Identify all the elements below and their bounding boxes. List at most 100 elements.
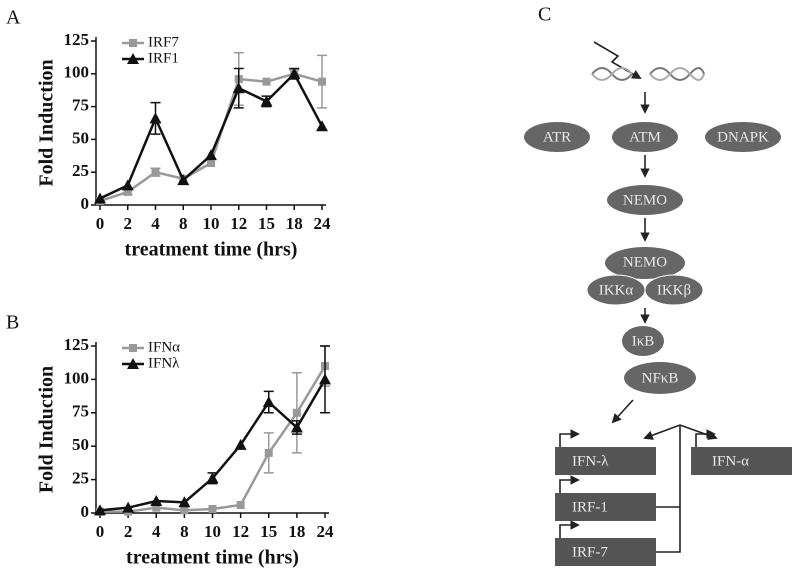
node-label: ATM (629, 129, 661, 145)
x-tick-label: 8 (179, 214, 188, 233)
y-tick-label: 25 (72, 469, 89, 488)
marker (152, 503, 161, 512)
node-label: IκB (632, 333, 655, 349)
x-tick-label: 18 (286, 214, 303, 233)
x-tick-label: 0 (96, 214, 105, 233)
marker (151, 168, 160, 177)
y-tick-label: 0 (81, 502, 90, 521)
marker (207, 159, 215, 168)
legend-label: IRF1 (148, 50, 179, 66)
y-tick-label: 75 (72, 96, 89, 115)
marker (123, 187, 132, 196)
diagram: C ATR ATM DNAPK NEMO NEMO IKKα IKKβ IκB … (524, 4, 792, 566)
x-tick-label: 4 (152, 522, 161, 541)
gene-label: IFN-λ (572, 453, 609, 469)
node (607, 185, 683, 215)
marker (264, 448, 273, 457)
promoter-arrow (559, 475, 580, 493)
node-label: IKKβ (657, 282, 691, 298)
marker (127, 53, 139, 64)
x-axis-label: treatment time (hrs) (125, 239, 298, 261)
node (605, 247, 685, 279)
legend-label: IRF7 (148, 34, 179, 50)
node (524, 122, 590, 152)
gene-label: IFN-α (712, 453, 749, 469)
series-line (100, 365, 327, 513)
marker (129, 344, 137, 352)
x-axis-label: treatment time (hrs) (126, 547, 299, 569)
promoter-arrow (559, 520, 580, 538)
marker (236, 500, 245, 509)
gene-box (555, 538, 656, 566)
gene-label: IRF-1 (572, 499, 608, 515)
node (624, 362, 696, 394)
node-label: NEMO (623, 192, 667, 208)
marker (94, 192, 106, 204)
node-label: NFκB (642, 370, 679, 386)
marker (206, 472, 219, 484)
feedback-line (656, 425, 681, 553)
y-tick-label: 125 (64, 30, 90, 49)
marker (127, 358, 139, 369)
marker (262, 396, 275, 408)
x-tick-label: 2 (124, 522, 133, 541)
node-label: NEMO (623, 254, 667, 270)
marker (150, 494, 163, 506)
marker (129, 39, 137, 47)
marker (178, 496, 191, 508)
gene-box (555, 447, 656, 475)
node (612, 122, 678, 152)
x-tick-label: 10 (203, 214, 220, 233)
x-tick-label: 15 (258, 214, 275, 233)
series-line (99, 71, 324, 200)
promoter-arrow (559, 429, 580, 447)
x-tick-label: 2 (124, 214, 133, 233)
y-tick-label: 50 (72, 435, 89, 454)
y-tick-label: 75 (72, 402, 89, 421)
marker (232, 82, 245, 94)
marker (318, 77, 326, 86)
marker (149, 112, 162, 124)
legend-label: IFNλ (148, 355, 180, 371)
panel-label: B (6, 312, 19, 334)
dna (591, 67, 705, 81)
arrow (679, 424, 718, 440)
legend-label: IFNα (148, 339, 180, 355)
x-tick-label: 18 (288, 522, 305, 541)
y-tick-label: 125 (64, 335, 90, 354)
marker (122, 501, 135, 513)
node-label: DNAPK (717, 129, 769, 145)
node-label: IKKα (599, 282, 634, 298)
marker (316, 120, 328, 132)
x-tick-label: 0 (96, 522, 105, 541)
series-line (99, 72, 323, 203)
damage-arrow (593, 41, 642, 79)
node (622, 326, 664, 356)
x-tick-label: 4 (151, 214, 160, 233)
x-tick-label: 15 (260, 522, 277, 541)
gene-box (555, 493, 656, 521)
y-tick-label: 100 (64, 63, 90, 82)
x-tick-label: 8 (180, 522, 189, 541)
arrow (643, 424, 681, 440)
marker (180, 506, 189, 515)
marker (208, 504, 217, 513)
arrow (611, 399, 634, 424)
y-tick-label: 25 (72, 161, 89, 180)
y-tick-label: 0 (81, 194, 90, 213)
marker (292, 408, 301, 417)
marker (288, 67, 301, 79)
marker (94, 504, 106, 516)
y-tick-label: 50 (72, 128, 89, 147)
panel-label: A (6, 7, 21, 29)
marker (205, 149, 217, 161)
node (644, 274, 704, 306)
series-line (99, 378, 327, 512)
marker (234, 438, 247, 450)
node (705, 122, 781, 152)
marker (121, 179, 134, 191)
gene-box (691, 447, 792, 475)
marker (260, 95, 273, 107)
x-tick-label: 12 (232, 522, 249, 541)
